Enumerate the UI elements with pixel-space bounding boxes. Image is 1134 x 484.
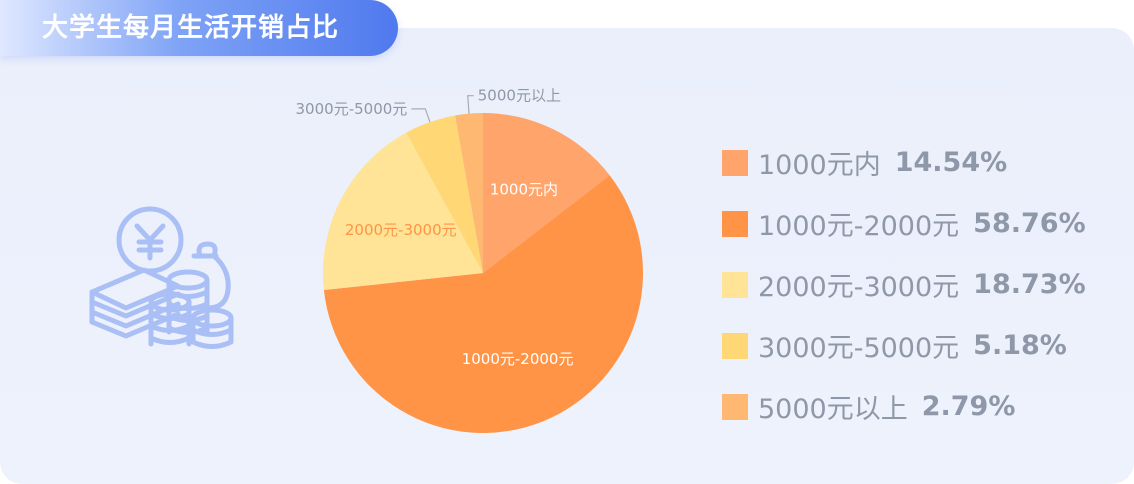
pie-slice-label: 3000元-5000元 (296, 100, 408, 118)
pie-slice-4 (406, 115, 483, 273)
chart-title: 大学生每月生活开销占比 (42, 13, 340, 43)
legend-item: 2000元-3000元 18.73% (722, 254, 1122, 315)
pie-leader-line (411, 108, 431, 123)
pie-slices (323, 113, 643, 433)
legend-percentage: 14.54% (894, 147, 1008, 178)
legend-label: 2000元-3000元 (758, 272, 960, 303)
legend-label: 5000元以上 (758, 394, 908, 425)
money-coins-icon (89, 206, 234, 349)
pie-slice-2 (323, 175, 643, 433)
legend-percentage: 18.73% (973, 269, 1086, 300)
legend-percentage: 2.79% (921, 391, 1016, 422)
pie-leader-line (467, 95, 474, 114)
legend-swatch (722, 149, 748, 176)
legend-item: 1000元内 14.54% (722, 132, 1122, 193)
legend-item: 3000元-5000元 5.18% (722, 315, 1122, 376)
pie-slice-label: 2000元-3000元 (345, 221, 457, 239)
legend-item: 5000元以上 2.79% (722, 376, 1122, 437)
legend-percentage: 5.18% (973, 330, 1067, 361)
legend-label: 1000元内 (758, 150, 881, 181)
pie-leader-lines (411, 95, 474, 123)
pie-slice-label: 1000元-2000元 (462, 350, 574, 368)
pie-slice-5 (455, 113, 483, 273)
pie-labels: 1000元内 1000元-2000元 2000元-3000元 3000元-5000元 5… (296, 87, 574, 368)
pie-slice-3 (323, 132, 483, 291)
legend-percentage: 58.76% (973, 208, 1086, 239)
pie-slice-1 (483, 113, 610, 273)
legend-swatch (722, 393, 748, 420)
legend-swatch (722, 210, 748, 237)
legend-label: 1000元-2000元 (758, 211, 960, 242)
legend-item: 1000元-2000元 58.76% (722, 193, 1122, 254)
pie-slice-label: 5000元以上 (478, 87, 561, 105)
legend-swatch (722, 271, 748, 298)
title-tab: 大学生每月生活开销占比 (0, 0, 398, 56)
legend: 1000元内 14.54% 1000元-2000元 58.76% 2000元-3000元… (722, 132, 1122, 437)
pie-chart: 1000元内 1000元-2000元 2000元-3000元 3000元-5000元 5… (296, 87, 643, 433)
legend-swatch (722, 332, 748, 359)
legend-label: 3000元-5000元 (758, 333, 960, 364)
pie-slice-label: 1000元内 (490, 181, 558, 199)
